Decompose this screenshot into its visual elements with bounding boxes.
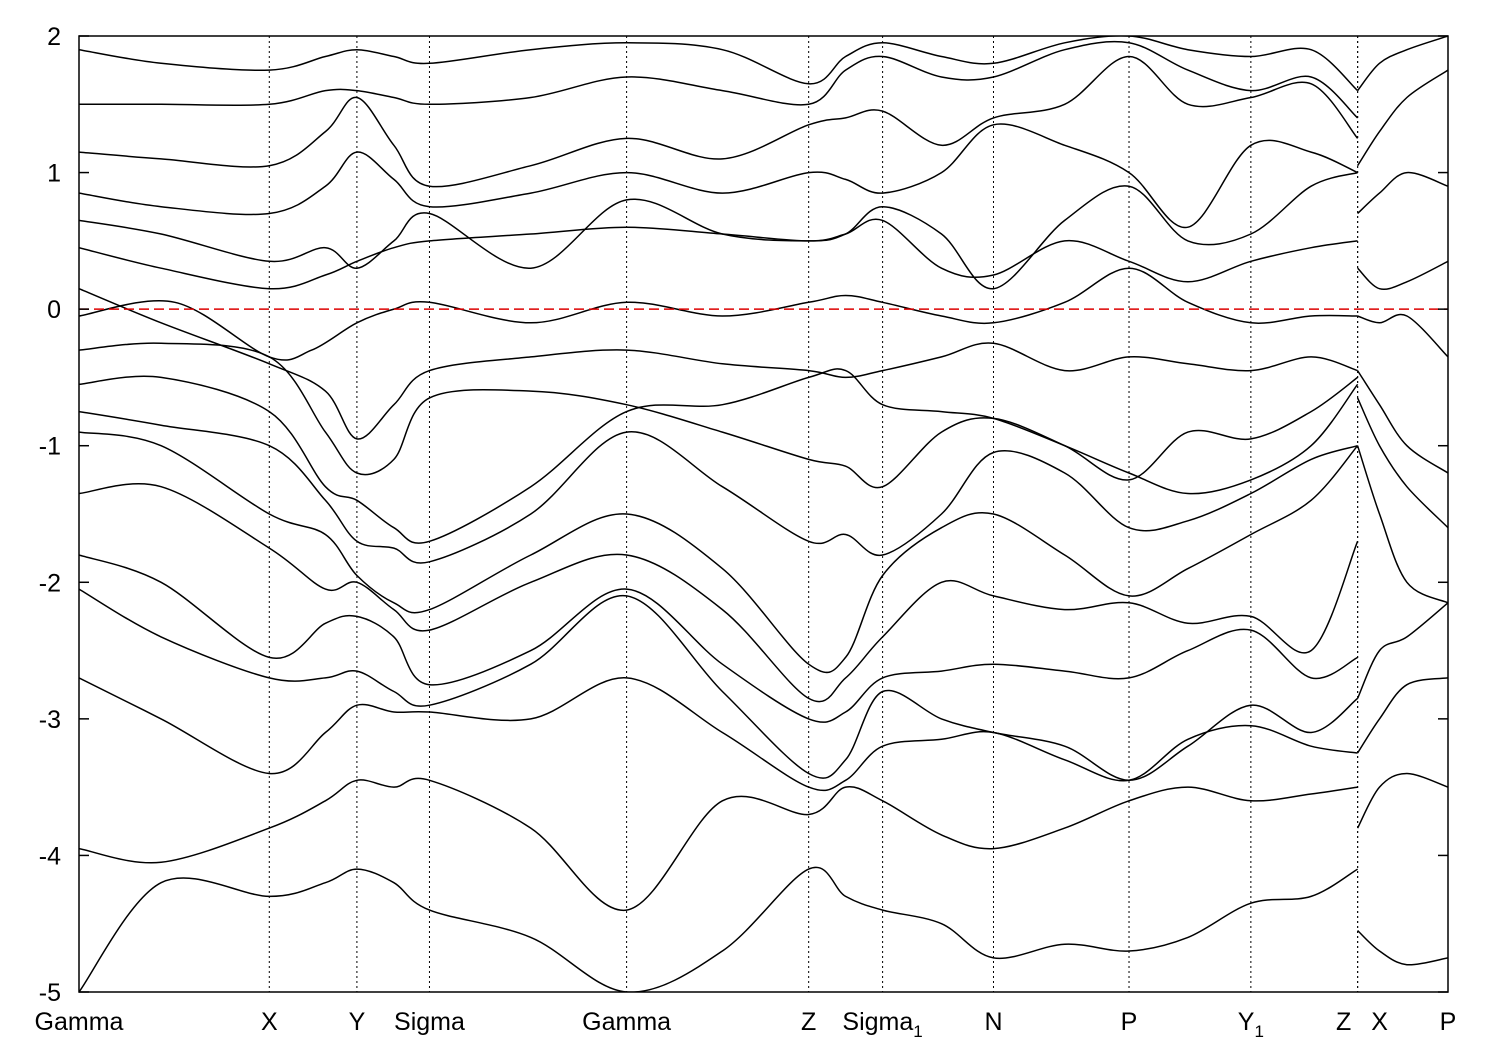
band-line — [1357, 36, 1448, 92]
kpoint-gridlines — [268, 36, 1359, 992]
band-line — [79, 123, 1358, 228]
y-tick-label: 0 — [47, 296, 61, 324]
band-line — [79, 866, 1358, 992]
band-line — [79, 777, 1358, 911]
band-line — [1356, 397, 1448, 529]
plot-frame — [78, 35, 1449, 993]
band-line — [79, 677, 1358, 792]
band-line — [79, 410, 1358, 564]
kpoint-label: N — [984, 1008, 1002, 1036]
band-line — [79, 554, 1358, 723]
band-lines — [79, 36, 1448, 992]
axis-ticks — [79, 35, 1448, 993]
band-line — [79, 288, 1358, 440]
band-line — [79, 267, 1358, 361]
kpoint-label: X — [1371, 1008, 1388, 1036]
y-tick-label: -4 — [39, 842, 61, 870]
band-line — [1357, 171, 1448, 215]
band-line — [1356, 69, 1448, 167]
band-line — [79, 171, 1358, 290]
band-line — [79, 218, 1358, 290]
y-tick-label: 2 — [47, 23, 61, 51]
kpoint-label: Sigma — [394, 1008, 465, 1036]
band-line — [1357, 929, 1448, 966]
y-tick-label: -1 — [39, 433, 61, 461]
band-line — [79, 342, 1359, 489]
band-line — [1356, 677, 1448, 754]
kpoint-label: Gamma — [35, 1008, 124, 1036]
band-line — [1357, 260, 1448, 290]
band-line — [79, 483, 1359, 703]
band-line — [79, 588, 1359, 782]
y-tick-label: -2 — [39, 569, 61, 597]
kpoint-label: Sigma1 — [842, 1008, 922, 1041]
kpoint-label: P — [1121, 1008, 1138, 1036]
y-tick-label: -5 — [39, 979, 61, 1007]
band-line — [79, 36, 1359, 92]
kpoint-label: P — [1440, 1008, 1457, 1036]
band-line — [1356, 602, 1448, 699]
kpoint-label: Z — [1336, 1008, 1351, 1036]
y-tick-label: 1 — [47, 160, 61, 188]
band-line — [79, 431, 1359, 674]
kpoint-label: Y — [349, 1008, 366, 1036]
band-line — [79, 40, 1359, 119]
band-line — [1357, 313, 1448, 358]
band-line — [79, 368, 1359, 544]
kpoint-label: Z — [801, 1008, 816, 1036]
y-tick-label: -3 — [39, 706, 61, 734]
band-line — [79, 55, 1359, 188]
band-line — [1356, 772, 1448, 829]
kpoint-label: Gamma — [582, 1008, 671, 1036]
kpoint-label: Y1 — [1238, 1008, 1264, 1041]
kpoint-label: X — [261, 1008, 278, 1036]
band-line — [1356, 445, 1448, 604]
band-line — [1356, 370, 1448, 474]
